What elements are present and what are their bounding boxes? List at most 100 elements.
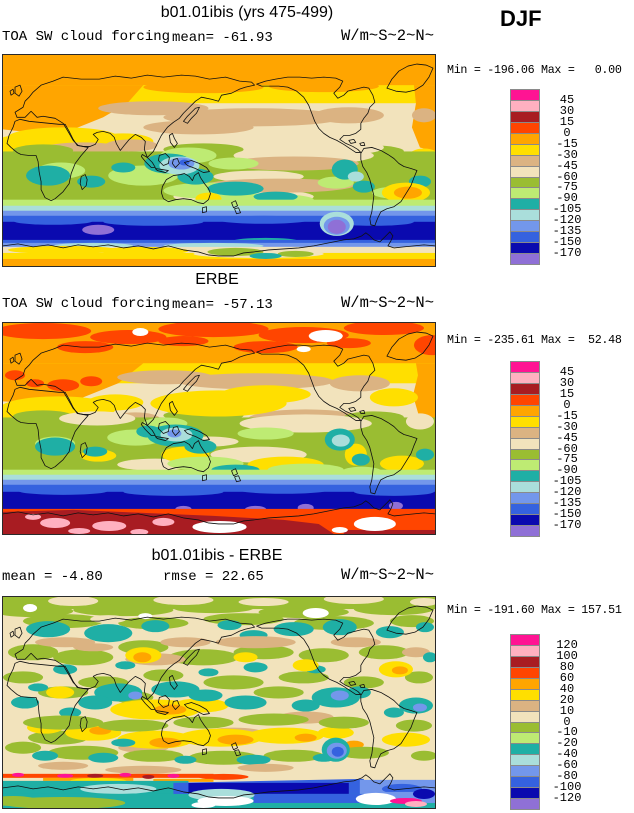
colorbar-labels: 120 100 80 60 40 20 10 0 -10 -20 -40 -60 -80 -100 -120 [544,635,590,809]
colorbar-cell [511,426,539,438]
colorbar-cell [511,393,539,405]
colorbar-cell [511,514,539,526]
colorbar-tick-label: -60 [556,758,578,772]
colorbar-cell [511,154,539,166]
colorbar-cell [511,666,539,678]
colorbar-tick-label: -150 [552,506,582,521]
colorbar-tick-label: 0 [563,398,571,412]
colorbar-cell [511,90,539,100]
colorbar-cell [511,481,539,493]
colorbar-tick-label: -10 [556,725,578,740]
colorbar-tick-label: -135 [552,495,582,510]
colorbar-cell [511,699,539,711]
colorbar-tick-label: -120 [552,485,582,499]
colorbar-cell [511,242,539,254]
colorbar-tick-label: 120 [556,638,578,653]
colorbar-cell [511,492,539,504]
colorbar-cell [511,732,539,744]
colorbar-cell [511,382,539,394]
panel2-map-svg [3,323,435,534]
colorbar-cell [511,220,539,232]
colorbar-cell [511,415,539,427]
colorbar-cell [511,143,539,155]
colorbar-tick-label: -90 [556,191,578,206]
colorbar-cell [511,121,539,133]
colorbar-cell [511,503,539,515]
colorbar-cell [511,99,539,111]
panel3-map-svg [3,597,435,808]
colorbar-tick-label: -100 [552,779,582,794]
panel1-map [2,54,436,267]
colorbar-cell [511,165,539,177]
panel2-title: ERBE [195,271,239,288]
colorbar-cell [511,198,539,210]
panel3-minmax: Min = -191.60 Max = 157.51 [447,603,622,617]
panel3-units: W/m~S~2~N~ [340,566,434,584]
colorbar-labels: 45 30 15 0 -15 -30 -45 -60 -75 -90 -105 -120 -135 -15… [544,362,590,536]
colorbar-cell [511,362,539,372]
colorbar-cell [511,798,539,809]
colorbar-cell [511,470,539,482]
colorbar-tick-label: -120 [552,790,582,805]
colorbar-cell [511,404,539,416]
panel3-colorbar: 120 100 80 60 40 20 10 0 -10 -20 -40 -60 -80 -100 -120 [510,634,600,810]
colorbar-tick-label: -15 [556,136,578,151]
colorbar-tick-label: 100 [556,649,578,664]
colorbar-cell [511,688,539,700]
colorbar-tick-label: -40 [556,747,578,762]
colorbar-tick-label: -45 [556,158,578,173]
colorbar-tick-label: 30 [559,376,575,391]
panel3-rmse: rmse = 22.65 [163,569,264,585]
colorbar-tick-label: -120 [552,213,582,227]
panel2-mean: mean= -57.13 [172,297,273,313]
colorbar-cell [511,787,539,799]
colorbar-tick-label: -60 [556,169,578,184]
colorbar-tick-label: 0 [563,126,571,140]
colorbar-tick-label: 30 [559,104,575,119]
colorbar-cell [511,132,539,144]
panel1-map-svg [3,55,435,266]
colorbar-tick-label: -105 [552,202,582,217]
colorbar-tick-label: 45 [559,93,575,108]
panel2-field-label: TOA SW cloud forcing [2,296,171,312]
colorbar-tick-label: 60 [559,671,575,685]
colorbar-cell [511,371,539,383]
colorbar-tick-label: 10 [559,703,575,718]
colorbar-tick-label: 0 [563,714,571,729]
panel3-map [2,596,436,809]
colorbar-cell [511,253,539,264]
colorbar-cell [511,176,539,188]
colorbar-tick-label: 45 [559,365,575,380]
colorbar-cell [511,110,539,122]
colorbar-tick-label: -30 [556,419,578,434]
colorbar-tick-label: -75 [556,452,578,467]
colorbar-tick-label: -60 [556,441,578,456]
colorbar-tick-label: -30 [556,147,578,162]
panel3-mean: mean = -4.80 [2,569,103,585]
colorbar-cell [511,644,539,656]
colorbar-cell [511,776,539,788]
colorbar-cell [511,710,539,722]
colorbar-tick-label: -170 [552,245,582,260]
colorbar-cell [511,187,539,199]
panel2-minmax: Min = -235.61 Max = 52.48 [447,333,622,347]
colorbar-cell [511,754,539,766]
colorbar-cell [511,525,539,536]
colorbar-cells [510,361,540,537]
panel2-map [2,322,436,535]
colorbar-tick-label: -15 [556,408,578,423]
colorbar-cell [511,743,539,755]
colorbar-cell [511,721,539,733]
colorbar-tick-label: -150 [552,234,582,249]
colorbar-tick-label: -105 [552,474,582,489]
colorbar-cell [511,231,539,243]
colorbar-tick-label: -80 [556,768,578,783]
colorbar-cell [511,635,539,645]
panel1-title: b01.01ibis (yrs 475-499) [160,4,334,21]
panel1-colorbar: 45 30 15 0 -15 -30 -45 -60 -75 -90 -105 -120 -135 -15… [510,89,600,265]
colorbar-tick-label: -135 [552,223,582,238]
panel1-field-label: TOA SW cloud forcing [2,29,171,45]
colorbar-tick-label: -45 [556,430,578,445]
panel1-minmax: Min = -196.06 Max = 0.00 [447,63,622,77]
